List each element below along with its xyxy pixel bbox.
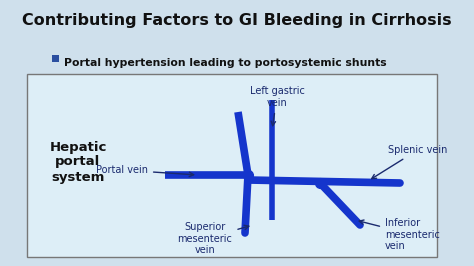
Text: Splenic vein: Splenic vein — [372, 145, 447, 179]
Text: Contributing Factors to GI Bleeding in Cirrhosis: Contributing Factors to GI Bleeding in C… — [22, 13, 452, 28]
Text: Inferior
mesenteric
vein: Inferior mesenteric vein — [359, 218, 440, 251]
Text: Left gastric
vein: Left gastric vein — [250, 86, 304, 126]
Text: Hepatic
portal
system: Hepatic portal system — [49, 140, 107, 184]
Bar — [52, 55, 59, 62]
Text: Portal vein: Portal vein — [96, 165, 194, 177]
Bar — [27, 74, 437, 257]
Text: Portal hypertension leading to portosystemic shunts: Portal hypertension leading to portosyst… — [64, 59, 387, 69]
Text: Superior
mesenteric
vein: Superior mesenteric vein — [178, 222, 249, 255]
